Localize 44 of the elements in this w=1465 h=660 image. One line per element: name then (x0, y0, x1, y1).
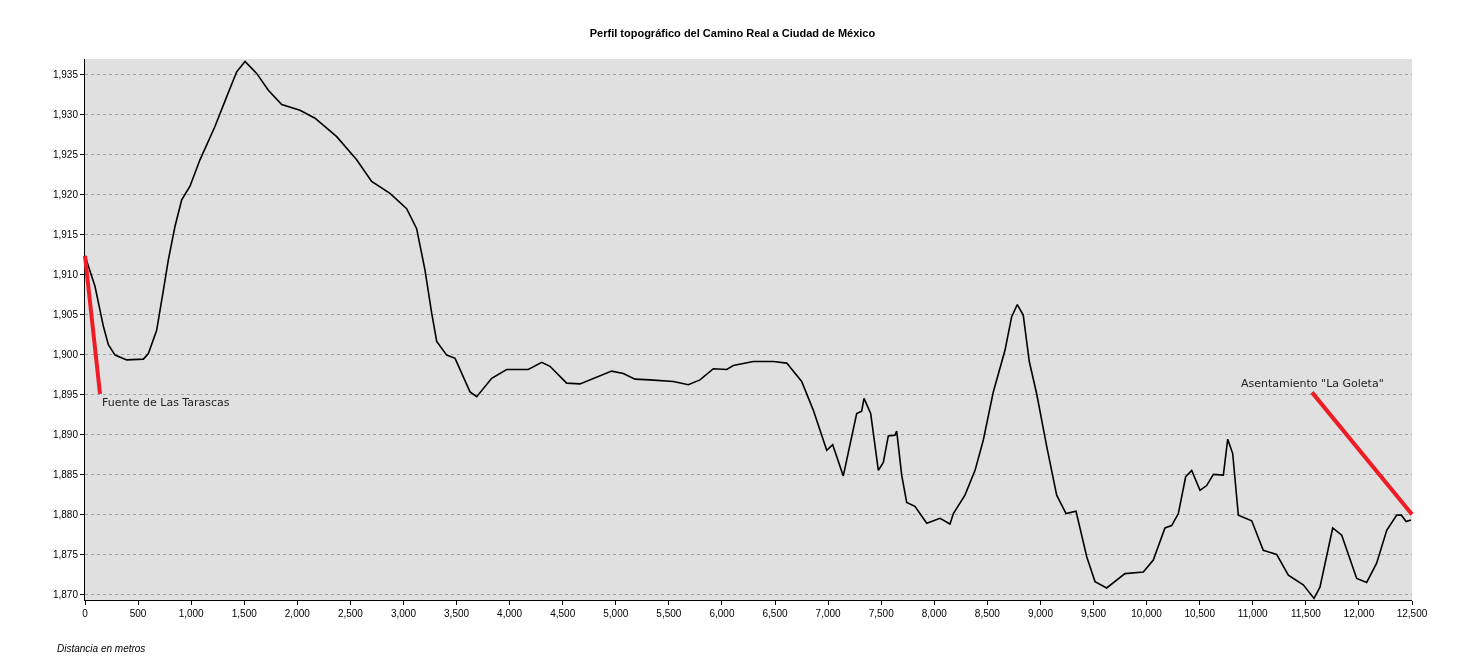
x-tick-label: 8,000 (921, 608, 948, 619)
x-tick-label: 9,000 (1027, 608, 1054, 619)
y-tick-label: 1,920 (52, 188, 79, 200)
y-tick-label: 1,925 (52, 148, 79, 160)
x-tick-label: 11,500 (1290, 608, 1322, 619)
y-tick-label: 1,900 (52, 348, 79, 360)
x-tick-label: 11,000 (1237, 608, 1269, 619)
y-tick-label: 1,930 (52, 108, 79, 120)
x-tick-label: 5,000 (603, 608, 629, 619)
y-tick-label: 1,935 (52, 68, 79, 80)
x-tick-label: 8,500 (974, 608, 1001, 619)
x-tick-label: 7,500 (868, 608, 895, 619)
y-tick-label: 1,915 (52, 228, 79, 240)
x-tick-label: 9,500 (1081, 608, 1107, 619)
x-tick-label: 10,500 (1184, 608, 1216, 619)
y-tick-label: 1,880 (52, 508, 79, 520)
x-tick-label: 0 (82, 608, 89, 619)
y-tick-label: 1,875 (52, 548, 79, 560)
x-tick-label: 4,500 (550, 608, 576, 619)
y-tick-label: 1,910 (52, 268, 79, 280)
y-tick-label: 1,905 (52, 308, 79, 320)
x-tick-label: 6,500 (762, 608, 788, 619)
x-tick-label: 10,000 (1131, 608, 1163, 619)
x-tick-label: 5,500 (656, 608, 682, 619)
x-tick-label: 7,000 (815, 608, 842, 619)
chart-title: Perfil topográfico del Camino Real a Ciudad de México (589, 27, 876, 40)
x-tick-label: 4,000 (497, 608, 523, 619)
x-tick-label: 2,000 (284, 608, 311, 619)
x-tick-label: 12,500 (1396, 608, 1428, 619)
x-tick-label: 12,000 (1343, 608, 1375, 619)
y-tick-label: 1,895 (52, 388, 79, 400)
annotation: Fuente de Las Tarascas (102, 396, 230, 409)
x-tick-label: 3,000 (390, 608, 417, 619)
x-tick-label: 1,000 (178, 608, 205, 619)
x-axis-title: Distancia en metros (57, 643, 146, 654)
x-tick-label: 6,000 (709, 608, 735, 619)
x-tick-label: 2,500 (337, 608, 364, 619)
annotation: Asentamiento "La Goleta" (1241, 377, 1384, 390)
x-tick-label: 3,500 (444, 608, 470, 619)
y-tick-label: 1,870 (52, 588, 79, 600)
x-tick-label: 500 (129, 608, 147, 619)
y-tick-label: 1,890 (52, 428, 79, 440)
y-tick-label: 1,885 (52, 468, 79, 480)
x-tick-label: 1,500 (231, 608, 258, 619)
